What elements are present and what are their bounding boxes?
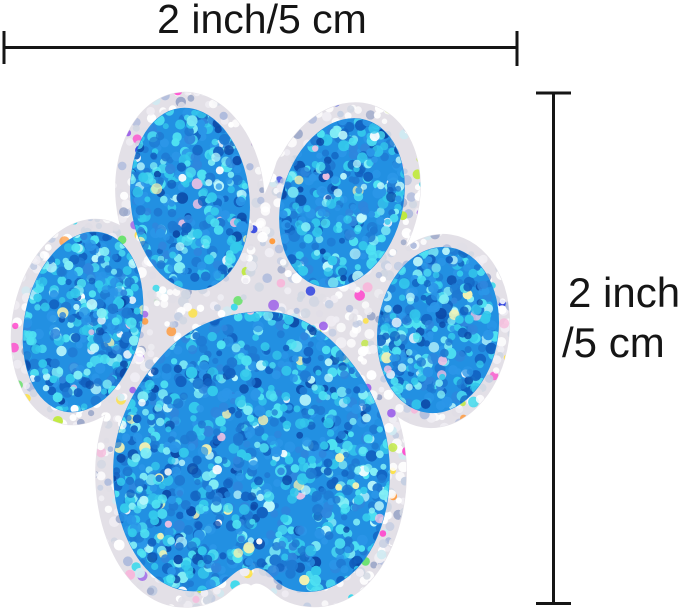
glitter-blue-layer bbox=[18, 106, 501, 592]
height-dimension-label-line2: /5 cm bbox=[562, 319, 665, 366]
width-dimension bbox=[2, 31, 519, 66]
paw-print-sticker bbox=[0, 84, 519, 608]
height-dimension-label-line1: 2 inch bbox=[568, 269, 679, 316]
height-dimension bbox=[536, 91, 571, 605]
width-dimension-label: 2 inch/5 cm bbox=[157, 0, 367, 42]
